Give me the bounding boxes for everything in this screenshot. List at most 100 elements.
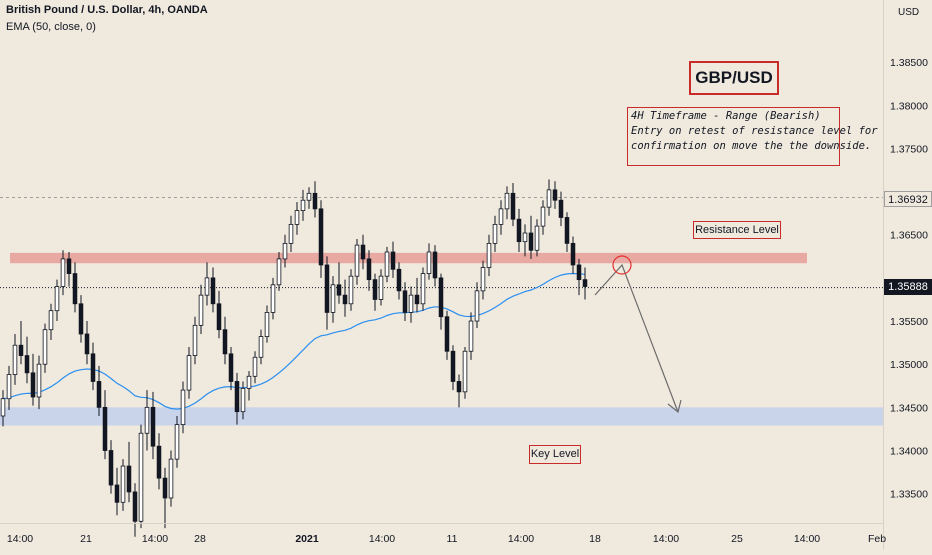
candle-body bbox=[450, 350, 456, 382]
ema-line bbox=[2, 272, 586, 410]
time-tick: 14:00 bbox=[142, 533, 168, 545]
price-tick: 1.33500 bbox=[890, 489, 928, 501]
candle-body bbox=[444, 316, 450, 352]
price-tick: 1.38000 bbox=[890, 100, 928, 112]
candle-body bbox=[462, 350, 468, 393]
pair-label[interactable]: GBP/USD bbox=[689, 61, 779, 95]
candle-body bbox=[270, 284, 276, 313]
candle-body bbox=[204, 277, 210, 296]
candle-body bbox=[282, 242, 288, 260]
candle-body bbox=[0, 398, 6, 417]
time-tick: 21 bbox=[80, 533, 92, 545]
candle-body bbox=[252, 356, 258, 377]
resistance-level-label[interactable]: Resistance Level bbox=[693, 221, 781, 239]
candle-body bbox=[564, 217, 570, 244]
candle-body bbox=[240, 387, 246, 413]
candle-body bbox=[342, 294, 348, 305]
currency-label: USD bbox=[898, 7, 920, 18]
candle-body bbox=[156, 445, 162, 479]
candle-body bbox=[30, 372, 36, 398]
candle-body bbox=[162, 477, 168, 499]
resistance-zone bbox=[10, 252, 807, 264]
level-price-tag: 1.36932 bbox=[884, 191, 932, 207]
candle-body bbox=[534, 225, 540, 251]
time-tick: Feb bbox=[868, 533, 886, 545]
candle-body bbox=[120, 465, 126, 503]
price-tick: 1.37500 bbox=[890, 143, 928, 155]
candle-body bbox=[288, 223, 294, 244]
candle-body bbox=[84, 333, 90, 355]
candle-body bbox=[132, 491, 138, 522]
candle-body bbox=[486, 242, 492, 268]
candle-body bbox=[504, 192, 510, 210]
candle-body bbox=[324, 264, 330, 313]
candle-body bbox=[516, 218, 522, 243]
candle-body bbox=[306, 192, 312, 201]
candle-body bbox=[336, 284, 342, 296]
candle-body bbox=[528, 232, 534, 251]
candle-body bbox=[498, 208, 504, 225]
candle-body bbox=[96, 381, 102, 408]
candle-body bbox=[48, 310, 54, 331]
candle-body bbox=[18, 344, 24, 356]
time-tick: 14:00 bbox=[508, 533, 534, 545]
candle-body bbox=[492, 223, 498, 244]
symbol-title: British Pound / U.S. Dollar, 4h, OANDA bbox=[6, 4, 208, 16]
candle-body bbox=[558, 199, 564, 218]
candle-body bbox=[390, 251, 396, 270]
last-price-tag: 1.35888 bbox=[884, 279, 932, 295]
candle-body bbox=[102, 406, 108, 451]
strategy-note[interactable]: 4H Timeframe - Range (Bearish) Entry on … bbox=[627, 107, 878, 166]
candle-body bbox=[354, 244, 360, 277]
candle-body bbox=[126, 465, 132, 493]
candle-body bbox=[348, 275, 354, 305]
candle-body bbox=[360, 244, 366, 260]
key-level-label[interactable]: Key Level bbox=[529, 445, 581, 464]
candle-body bbox=[60, 258, 66, 287]
candle-body bbox=[414, 294, 420, 305]
time-tick: 14:00 bbox=[653, 533, 679, 545]
candle-body bbox=[546, 189, 552, 208]
candle-body bbox=[150, 406, 156, 447]
candle-body bbox=[108, 450, 114, 486]
candle-body bbox=[36, 363, 42, 398]
candle-body bbox=[222, 329, 228, 355]
candle-body bbox=[168, 458, 174, 499]
candle-body bbox=[6, 374, 12, 400]
candle-body bbox=[402, 290, 408, 313]
candle-body bbox=[540, 206, 546, 227]
candle-body bbox=[330, 284, 336, 313]
note-line-1: 4H Timeframe - Range (Bearish) bbox=[631, 110, 821, 122]
projection-path bbox=[594, 263, 679, 413]
candle-body bbox=[114, 484, 120, 503]
candle-body bbox=[90, 353, 96, 382]
candle-body bbox=[198, 294, 204, 326]
candle-body bbox=[426, 251, 432, 274]
time-tick: 18 bbox=[589, 533, 601, 545]
candle-body bbox=[384, 251, 390, 277]
candle-body bbox=[510, 192, 516, 220]
candle-body bbox=[570, 242, 576, 266]
candle-body bbox=[192, 324, 198, 356]
candle-body bbox=[264, 312, 270, 337]
time-tick: 2021 bbox=[295, 533, 319, 545]
candle-body bbox=[582, 279, 588, 287]
price-tick: 1.34500 bbox=[890, 402, 928, 414]
candle-body bbox=[552, 189, 558, 201]
candle-body bbox=[318, 208, 324, 266]
candle-body bbox=[480, 267, 486, 292]
candle-body bbox=[246, 375, 252, 389]
time-tick: 14:00 bbox=[369, 533, 395, 545]
candle-body bbox=[366, 258, 372, 281]
candle-body bbox=[408, 294, 414, 313]
candle-body bbox=[258, 336, 264, 358]
time-tick: 14:00 bbox=[7, 533, 33, 545]
candle-body bbox=[378, 275, 384, 300]
candle-body bbox=[294, 210, 300, 225]
note-line-2: Entry on retest of resistance level for bbox=[631, 125, 878, 137]
candle-body bbox=[372, 279, 378, 300]
indicator-legend: EMA (50, close, 0) bbox=[6, 21, 96, 33]
candle-body bbox=[456, 381, 462, 393]
candle-body bbox=[438, 277, 444, 318]
